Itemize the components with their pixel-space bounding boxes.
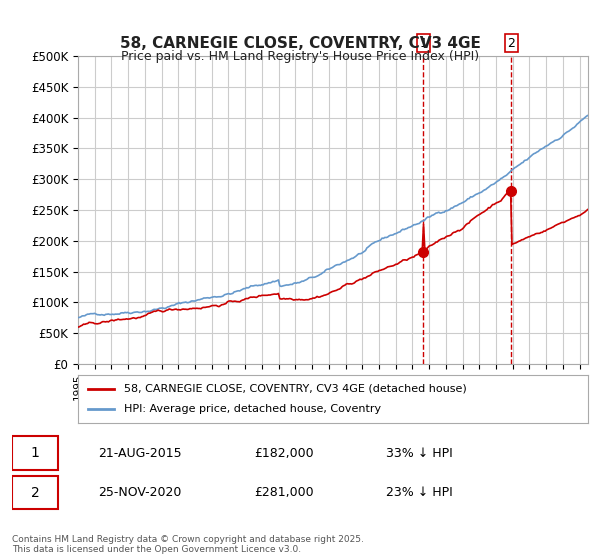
Text: 2: 2 bbox=[507, 37, 515, 50]
Text: 2: 2 bbox=[31, 486, 40, 500]
FancyBboxPatch shape bbox=[12, 476, 58, 510]
Text: 1: 1 bbox=[419, 37, 427, 50]
Text: 21-AUG-2015: 21-AUG-2015 bbox=[98, 446, 182, 460]
Text: 58, CARNEGIE CLOSE, COVENTRY, CV3 4GE (detached house): 58, CARNEGIE CLOSE, COVENTRY, CV3 4GE (d… bbox=[124, 384, 467, 394]
Text: 23% ↓ HPI: 23% ↓ HPI bbox=[386, 486, 453, 499]
Text: Contains HM Land Registry data © Crown copyright and database right 2025.
This d: Contains HM Land Registry data © Crown c… bbox=[12, 535, 364, 554]
FancyBboxPatch shape bbox=[12, 436, 58, 470]
Text: HPI: Average price, detached house, Coventry: HPI: Average price, detached house, Cove… bbox=[124, 404, 381, 414]
Text: £281,000: £281,000 bbox=[254, 486, 314, 499]
Text: 1: 1 bbox=[31, 446, 40, 460]
Text: 58, CARNEGIE CLOSE, COVENTRY, CV3 4GE: 58, CARNEGIE CLOSE, COVENTRY, CV3 4GE bbox=[119, 36, 481, 52]
Text: 33% ↓ HPI: 33% ↓ HPI bbox=[386, 446, 453, 460]
Text: 25-NOV-2020: 25-NOV-2020 bbox=[98, 486, 182, 499]
Text: £182,000: £182,000 bbox=[254, 446, 314, 460]
Text: Price paid vs. HM Land Registry's House Price Index (HPI): Price paid vs. HM Land Registry's House … bbox=[121, 50, 479, 63]
